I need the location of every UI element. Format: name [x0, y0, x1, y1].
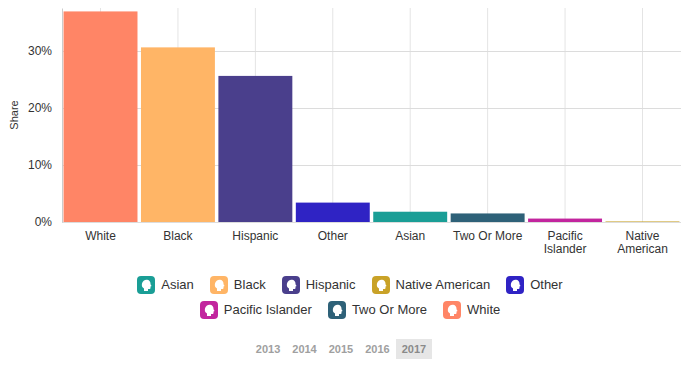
x-grid-line [332, 8, 333, 222]
legend-icon [506, 276, 524, 294]
bar [528, 219, 602, 222]
x-grid-line [642, 8, 643, 222]
y-axis-title: Share [8, 100, 20, 129]
y-tick-label: 30% [28, 44, 52, 58]
bar [606, 221, 680, 222]
legend-head [205, 305, 215, 316]
legend-icon [328, 301, 346, 319]
legend-item: White [443, 301, 500, 319]
year-button[interactable]: 2013 [250, 339, 286, 359]
y-axis-line [62, 9, 63, 223]
y-tick: 30% [28, 44, 62, 58]
legend-swatch [282, 276, 300, 294]
y-axis: 0% 10% 20% 30% [28, 9, 63, 230]
legend-item: Black [210, 276, 266, 294]
y-tick: 10% [28, 158, 62, 172]
x-tick-label: White [85, 229, 116, 243]
y-tick-label: 10% [28, 158, 52, 172]
legend-swatch [443, 301, 461, 319]
x-grid-line [565, 8, 566, 222]
y-tick-label: 0% [35, 215, 53, 229]
legend-swatch [137, 276, 155, 294]
legend-head [511, 280, 521, 291]
legend-label: Two Or More [352, 301, 427, 319]
legend-head [215, 280, 225, 291]
legend-swatch [328, 301, 346, 319]
legend-icon [210, 276, 228, 294]
x-axis: White Black Hispanic Other Asian Two Or More P… [85, 222, 668, 256]
x-tick-label: Other [318, 229, 348, 243]
legend-icon [200, 301, 218, 319]
x-tick-label: Asian [395, 229, 425, 243]
bar [451, 213, 525, 222]
legend-label: Asian [161, 276, 194, 294]
grid [62, 8, 681, 223]
year-button[interactable]: 2017 [396, 339, 432, 359]
x-tick-label: Hispanic [232, 229, 278, 243]
bar [373, 212, 447, 222]
x-tick: Asian [395, 222, 425, 243]
x-tick: White [85, 222, 116, 243]
legend-label: Hispanic [306, 276, 356, 294]
legend-icon [443, 301, 461, 319]
x-tick: Other [318, 222, 348, 243]
x-tick: Black [163, 222, 193, 243]
x-grid-line [487, 8, 488, 222]
legend-swatch [210, 276, 228, 294]
legend-item: Pacific Islander [200, 301, 312, 319]
year-button[interactable]: 2016 [359, 339, 395, 359]
legend-swatch [200, 301, 218, 319]
legend-head [142, 280, 152, 291]
bar [296, 203, 370, 222]
bars [64, 11, 680, 222]
legend-head [286, 280, 296, 291]
year-button[interactable]: 2015 [323, 339, 359, 359]
x-tick: NativeAmerican [617, 222, 668, 256]
x-tick-label: NativeAmerican [617, 229, 668, 257]
legend-icon [137, 276, 155, 294]
bar [64, 11, 138, 222]
legend-item: Asian [137, 276, 194, 294]
legend-head [448, 305, 458, 316]
year-button[interactable]: 2014 [286, 339, 322, 359]
y-grid-line [62, 222, 681, 223]
legend-icon [282, 276, 300, 294]
bar [218, 76, 292, 222]
x-tick: Two Or More [453, 222, 523, 243]
legend-item: Two Or More [328, 301, 427, 319]
y-tick: 20% [28, 101, 62, 115]
legend-head [376, 280, 386, 291]
legend-item: Native American [372, 276, 491, 294]
legend-label: Other [530, 276, 563, 294]
x-tick-label: PacificIslander [544, 229, 587, 257]
y-tick-label: 20% [28, 101, 52, 115]
x-tick-label: Two Or More [453, 229, 523, 243]
legend-item: Hispanic [282, 276, 356, 294]
chart: 0% 10% 20% 30% Share White Black Hispanic Other A… [0, 0, 682, 272]
y-tick: 0% [35, 215, 62, 229]
legend-head [333, 305, 343, 316]
x-tick: PacificIslander [544, 222, 587, 256]
legend-label: Native American [396, 276, 491, 294]
legend-label: Black [234, 276, 266, 294]
legend-swatch [506, 276, 524, 294]
bar [141, 47, 215, 222]
legend-label: White [467, 301, 500, 319]
legend-label: Pacific Islander [224, 301, 312, 319]
x-grid-line [410, 8, 411, 222]
legend-icon [372, 276, 390, 294]
x-tick-label: Black [163, 229, 193, 243]
year-selector: 20132014201520162017 [0, 339, 682, 359]
x-tick: Hispanic [232, 222, 278, 243]
legend-swatch [372, 276, 390, 294]
legend: Asian Black Hispanic Native American Other Pa… [70, 276, 630, 319]
legend-item: Other [506, 276, 563, 294]
